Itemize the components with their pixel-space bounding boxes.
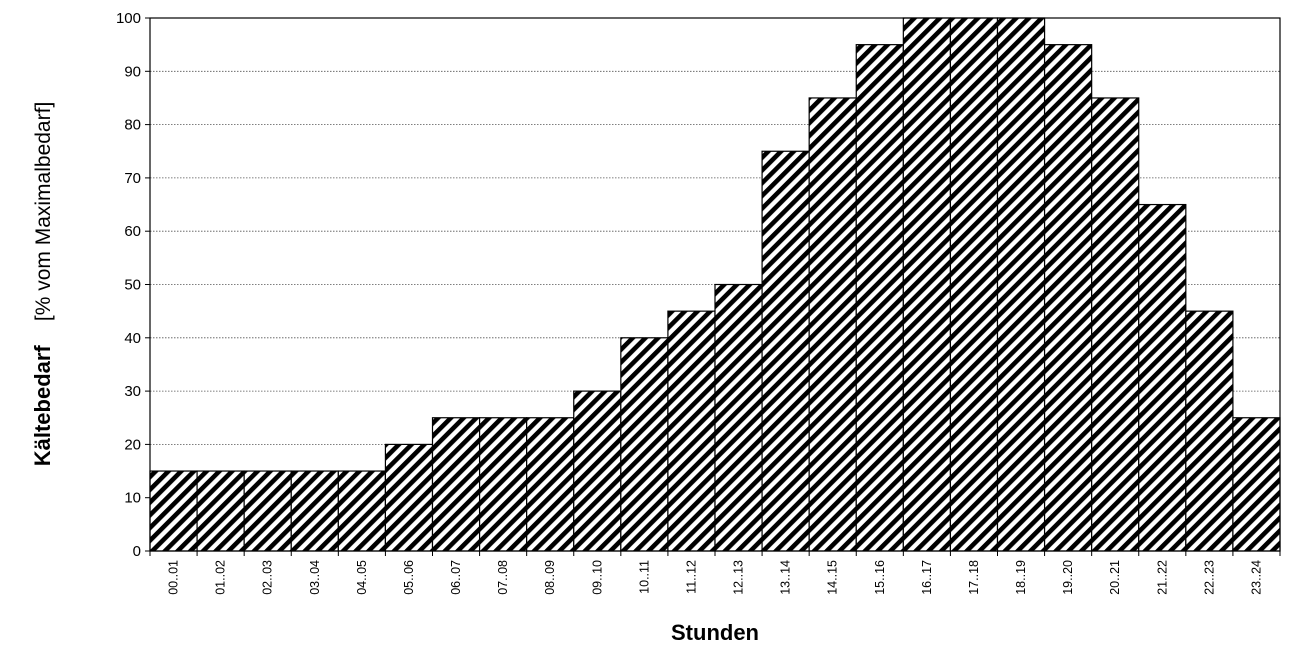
y-tick-label: 0 xyxy=(133,543,141,560)
x-tick-label: 06..07 xyxy=(449,560,463,595)
x-tick-label: 23..24 xyxy=(1249,560,1263,595)
x-tick-label: 16..17 xyxy=(920,560,934,595)
bar-08..09 xyxy=(526,417,575,552)
y-tick-label: 70 xyxy=(124,170,141,187)
bar-15..16 xyxy=(855,44,904,552)
y-tick-label: 80 xyxy=(124,117,141,134)
x-tick-label: 13..14 xyxy=(779,560,793,595)
x-tick-label: 15..16 xyxy=(873,560,887,595)
bar-13..14 xyxy=(761,150,810,552)
x-tick-label: 07..08 xyxy=(496,560,510,595)
bar-16..17 xyxy=(902,17,952,552)
x-tick-label: 10..11 xyxy=(637,560,651,594)
bar-11..12 xyxy=(667,310,716,552)
bars xyxy=(149,17,1281,552)
x-axis-title: Stunden xyxy=(671,620,759,645)
y-axis-title-unit: [% vom Maximalbedarf] xyxy=(32,102,55,321)
x-tick-label: 00..01 xyxy=(167,560,181,595)
x-tick-label: 04..05 xyxy=(355,560,369,595)
x-tick-label: 12..13 xyxy=(732,560,746,595)
bar-07..08 xyxy=(478,417,528,552)
bar-21..22 xyxy=(1138,203,1187,552)
x-tick-label: 17..18 xyxy=(967,560,981,595)
axes xyxy=(145,17,1281,556)
y-tick-label: 60 xyxy=(124,223,141,240)
y-tick-label: 50 xyxy=(124,277,141,294)
y-axis-title: Kältebedarf [% vom Maximalbedarf] xyxy=(30,102,55,467)
y-tick-label: 90 xyxy=(124,63,141,80)
bar-03..04 xyxy=(290,470,339,552)
y-axis-title-main: Kältebedarf xyxy=(30,345,55,467)
bar-10..11 xyxy=(620,337,669,552)
bar-00..01 xyxy=(149,470,198,552)
bar-20..21 xyxy=(1091,97,1140,552)
bar-04..05 xyxy=(337,470,387,552)
bar-17..18 xyxy=(949,17,999,552)
y-tick-label: 20 xyxy=(124,436,141,453)
x-tick-label: 01..02 xyxy=(214,560,228,595)
y-tick-label: 10 xyxy=(124,490,141,507)
x-tick-label: 20..21 xyxy=(1108,560,1122,595)
bar-01..02 xyxy=(196,470,245,552)
x-tick-label: 05..06 xyxy=(402,560,416,595)
bar-12..13 xyxy=(714,283,763,552)
bar-14..15 xyxy=(808,97,857,552)
x-tick-label: 08..09 xyxy=(543,560,557,595)
bar-19..20 xyxy=(1043,44,1093,552)
x-tick-label: 19..20 xyxy=(1061,560,1075,595)
x-tick-label: 02..03 xyxy=(261,560,275,595)
y-tick-labels: 0 10 20 30 40 50 60 70 80 90 100 xyxy=(116,10,141,560)
x-tick-label: 21..22 xyxy=(1155,560,1169,595)
bar-18..19 xyxy=(996,17,1046,552)
x-tick-label: 22..23 xyxy=(1202,560,1216,595)
bar-05..06 xyxy=(384,443,434,552)
y-tick-label: 30 xyxy=(124,383,141,400)
x-tick-label: 14..15 xyxy=(826,560,840,595)
y-tick-label: 40 xyxy=(124,330,141,347)
x-tick-label: 09..10 xyxy=(590,560,604,595)
y-tick-label: 100 xyxy=(116,10,141,27)
bar-22..23 xyxy=(1185,310,1234,552)
x-tick-label: 11..12 xyxy=(684,560,698,594)
x-tick-labels: 00..01 01..02 02..03 03..04 04..05 05..06 06..… xyxy=(167,560,1264,595)
x-tick-label: 03..04 xyxy=(308,560,322,595)
x-tick-label: 18..19 xyxy=(1014,560,1028,595)
bar-23..24 xyxy=(1232,417,1281,552)
bar-06..07 xyxy=(431,417,481,552)
bar-02..03 xyxy=(243,470,292,552)
bar-09..10 xyxy=(573,390,622,552)
